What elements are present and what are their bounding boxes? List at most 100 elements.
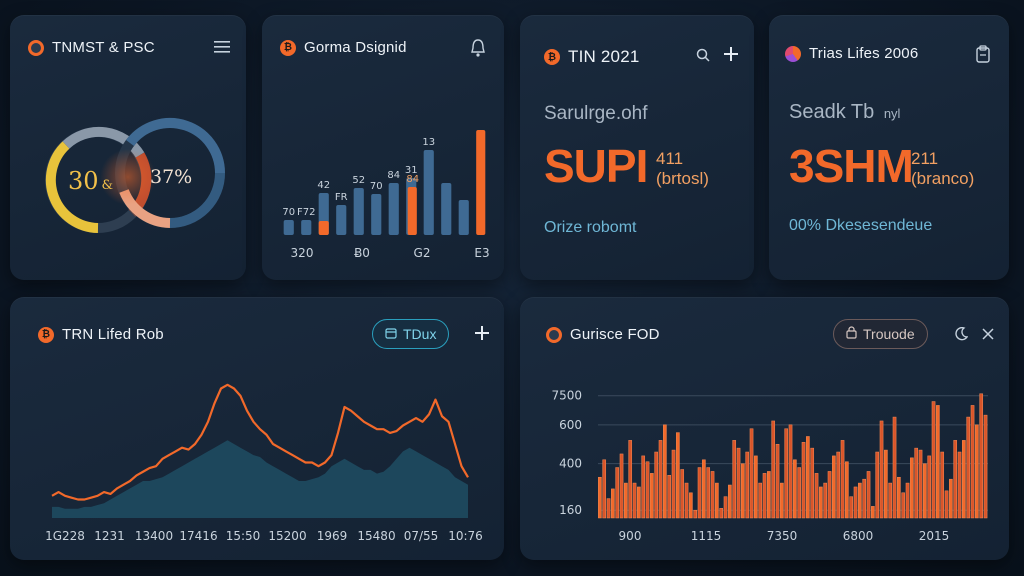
dense-bar [602, 459, 607, 519]
dense-bar [914, 447, 919, 519]
dense-bar [767, 471, 771, 519]
dense-bar [719, 508, 724, 519]
dense-bar [680, 469, 685, 519]
dense-bar [806, 436, 810, 519]
area-chart: 1G228 1231 13400 17416 15:50 15200 1969 15480 07… [45, 383, 483, 543]
filter-pill[interactable]: TDux [372, 319, 450, 349]
hamburger-icon[interactable] [212, 37, 232, 57]
dense-bar [901, 492, 906, 519]
dense-bar [693, 509, 698, 519]
dense-bar [862, 478, 867, 519]
dense-bar [975, 424, 979, 519]
dense-bar [650, 473, 654, 519]
dense-bar [684, 482, 689, 519]
dense-bar [715, 482, 719, 519]
bell-icon[interactable] [468, 37, 488, 59]
stat-card-supi-title-text: TIN 2021 [568, 47, 640, 66]
dense-bar [871, 506, 875, 519]
bar-value-label: 70 [282, 207, 295, 218]
bar-blue [458, 200, 469, 235]
x-tick-label: 1231 [94, 529, 125, 543]
stat-label-text: Seadk Tb [789, 101, 875, 123]
calendar-icon [385, 326, 397, 342]
dense-bar [771, 420, 776, 519]
stat-card-supi: ₿ TIN 2021 Sarulrge.ohf SUPI 411 (brtosl… [520, 15, 754, 280]
dense-bar [923, 463, 927, 519]
dense-bar [598, 476, 602, 519]
status-ring-icon [28, 39, 44, 56]
dense-bar [788, 424, 793, 519]
stat-footnote: Orize robomt [544, 219, 637, 236]
overview-title-text: TNMST & PSC [52, 39, 155, 56]
bar-value-label: 70 [370, 181, 383, 192]
dual-donut-gauge: 30 & 37% [45, 118, 225, 233]
dense-bar [728, 484, 732, 519]
x-tick-label: 15200 [268, 529, 306, 543]
stat-card-3shm: Trias Lifes 2006 Seadk Tb nyl 3SHM 211 (… [769, 15, 1009, 280]
dense-bar [888, 482, 893, 519]
x-tick-label: 900 [619, 529, 642, 543]
plus-icon[interactable] [720, 43, 742, 65]
dense-card-title: Gurisce FOD [546, 326, 660, 343]
bar-blue [283, 220, 294, 235]
left-gauge-value: 30 & [68, 167, 113, 195]
x-tick-label: 7350 [767, 529, 798, 543]
x-tick-label: 2015 [919, 529, 950, 543]
search-icon[interactable] [693, 45, 713, 65]
dense-bar [775, 443, 780, 519]
stat-side-number: 211 [911, 149, 939, 168]
bitcoin-icon: ₿ [38, 326, 54, 343]
x-tick-label: 13400 [135, 529, 173, 543]
dense-bar [957, 451, 962, 519]
moon-icon[interactable] [951, 324, 971, 344]
stat-side-text: (branco) [911, 169, 975, 188]
y-tick-label: 600 [559, 418, 582, 432]
dense-bar [918, 449, 923, 519]
dense-bar [884, 449, 888, 519]
bar-value-label: 52 [352, 175, 365, 186]
dense-bar [814, 473, 819, 519]
dense-bar [654, 451, 659, 519]
bar-card-title: ₿ Gorma Dsignid [280, 39, 407, 56]
bar-blue [441, 183, 452, 235]
status-ring-icon [546, 326, 562, 343]
close-icon[interactable] [978, 324, 998, 344]
dense-bar [736, 447, 741, 519]
bar-card-title-text: Gorma Dsignid [304, 39, 407, 56]
dense-bar [697, 467, 702, 519]
bar-blue [423, 150, 434, 235]
dense-bar [940, 451, 945, 519]
dense-bar [615, 467, 620, 519]
dense-bar [749, 428, 754, 519]
left-gauge-number: 30 [68, 167, 99, 195]
dense-bar [810, 447, 815, 519]
dense-bar [845, 461, 849, 519]
filter-pill[interactable]: Trouode [833, 319, 928, 349]
dense-bar [628, 440, 633, 519]
overview-card-title: TNMST & PSC [28, 39, 155, 56]
x-tick-label: 1969 [317, 529, 348, 543]
right-donut-blue-arc [126, 118, 225, 174]
bar-value-label: 42 [317, 180, 330, 191]
area-card-title-text: TRN Lifed Rob [62, 326, 164, 343]
dense-bar [875, 451, 880, 519]
bar-blue [371, 194, 382, 235]
x-tick-label: E3 [474, 246, 489, 260]
filter-pill-label: TDux [403, 326, 437, 342]
y-tick-label: 160 [559, 503, 582, 517]
dense-bar [645, 461, 650, 519]
bar-blue [301, 220, 312, 235]
stat-card-3shm-title-text: Trias Lifes 2006 [809, 45, 919, 62]
plus-icon[interactable] [471, 322, 493, 344]
dense-bar [758, 482, 763, 519]
x-tick-label: 17416 [179, 529, 217, 543]
dense-bar [671, 449, 676, 519]
area-card-title: ₿ TRN Lifed Rob [38, 326, 164, 343]
dense-bar-chart: 7500 600 400 160 900 1115 7350 6800 2015 [551, 389, 988, 543]
dense-bar [836, 451, 841, 519]
clipboard-icon[interactable] [973, 43, 993, 65]
dense-bar [892, 416, 897, 519]
dense-bar [797, 467, 802, 519]
dense-bar [754, 455, 758, 519]
